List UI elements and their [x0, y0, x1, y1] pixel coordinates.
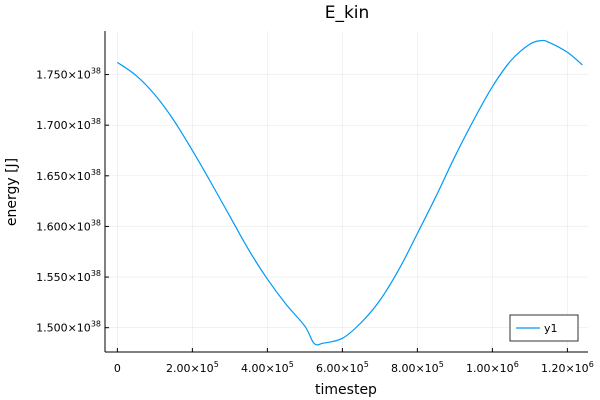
- chart-title: E_kin: [325, 3, 370, 23]
- plot-area: 0 2.00×105 4.00×105 6.00×105 8.00×105 1.00×10…: [36, 31, 594, 375]
- y-axis-label: energy [J]: [4, 158, 20, 226]
- x-tick-label: 6.00×105: [316, 360, 369, 375]
- series-line-y1: [117, 39, 583, 346]
- legend: y1: [509, 314, 579, 342]
- y-tick-label: 1.700×1038: [36, 117, 101, 132]
- y-tick-label: 1.650×1038: [36, 168, 101, 183]
- x-tick-label: 4.00×105: [241, 360, 294, 375]
- legend-label: y1: [544, 322, 558, 335]
- y-tick-label: 1.600×1038: [36, 218, 101, 233]
- x-axis-label: timestep: [315, 382, 377, 398]
- x-tick-label: 8.00×105: [391, 360, 444, 375]
- y-tick-label: 1.750×1038: [36, 67, 101, 82]
- x-tick-label: 0: [114, 362, 121, 375]
- x-tick-label: 1.20×106: [541, 360, 594, 375]
- y-tick-label: 1.500×1038: [36, 320, 101, 335]
- x-tick-label: 2.00×105: [166, 360, 219, 375]
- y-tick-label: 1.550×1038: [36, 269, 101, 284]
- x-tick-label: 1.00×106: [466, 360, 519, 375]
